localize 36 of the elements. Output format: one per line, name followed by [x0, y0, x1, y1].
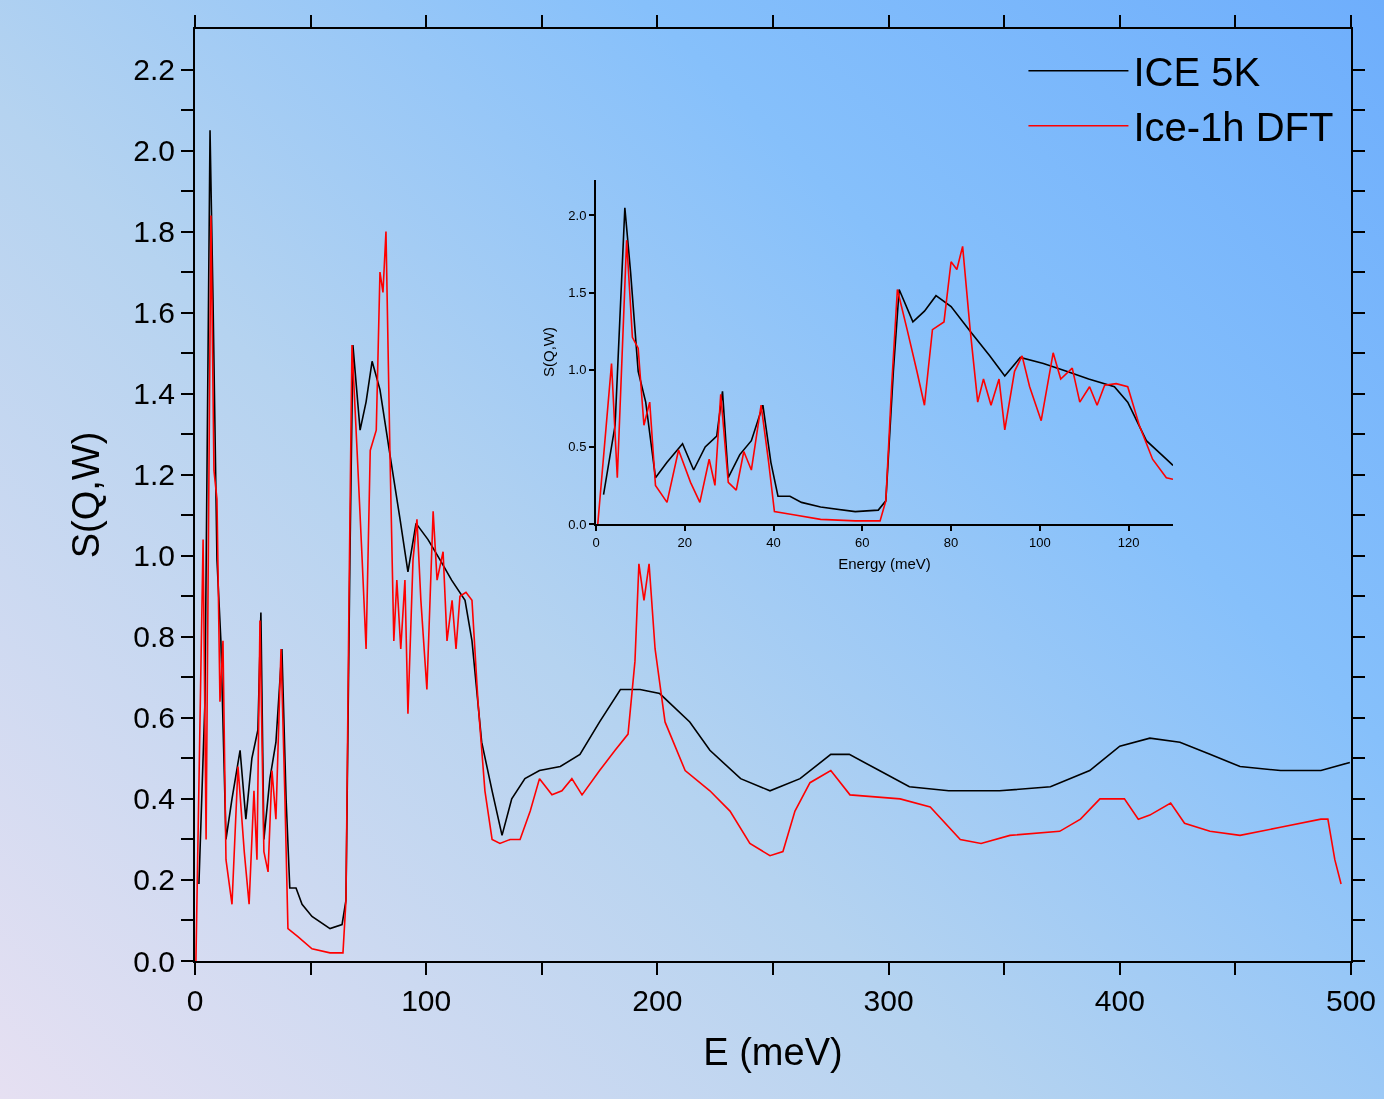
- y-tick-label: 1.2: [133, 458, 175, 492]
- x-tick-label: 20: [677, 534, 692, 550]
- x-axis-title: E (meV): [703, 1030, 843, 1073]
- y-tick-label: 2.0: [568, 208, 587, 224]
- x-tick-label: 80: [943, 534, 959, 550]
- x-tick-label: 300: [863, 984, 914, 1017]
- y-tick-label: 1.0: [568, 362, 587, 378]
- x-tick-label: 200: [632, 984, 683, 1017]
- x-tick-label: 40: [766, 534, 781, 550]
- y-tick-label: 2.2: [133, 53, 175, 87]
- y-axis-title: S(Q,W): [540, 327, 558, 377]
- y-tick-label: 0.8: [133, 620, 175, 654]
- legend-label: Ice-1h DFT: [1133, 105, 1334, 150]
- y-tick-label: 1.6: [133, 296, 175, 330]
- y-tick-label: 1.4: [133, 377, 175, 411]
- y-tick-label: 1.8: [133, 215, 175, 249]
- x-tick-label: 500: [1325, 984, 1377, 1017]
- y-tick-label: 2.0: [133, 134, 175, 168]
- x-tick-label: 0: [592, 534, 600, 550]
- y-axis-title: S(Q,W): [64, 431, 107, 559]
- legend-label: ICE 5K: [1133, 50, 1261, 95]
- y-tick-label: 0.0: [133, 944, 175, 978]
- x-axis-title: Energy (meV): [838, 555, 931, 573]
- y-tick-label: 0.6: [133, 701, 175, 735]
- y-tick-label: 0.5: [568, 439, 587, 455]
- x-tick-label: 0: [186, 984, 204, 1017]
- y-tick-label: 0.4: [133, 782, 175, 816]
- y-tick-label: 0.0: [568, 516, 587, 532]
- x-tick-label: 100: [401, 984, 452, 1017]
- x-tick-label: 60: [855, 534, 870, 550]
- y-tick-label: 1.0: [133, 539, 175, 573]
- x-tick-label: 120: [1117, 534, 1140, 550]
- x-tick-label: 100: [1029, 534, 1051, 550]
- y-tick-label: 0.2: [133, 863, 175, 897]
- y-tick-label: 1.5: [568, 285, 587, 301]
- x-tick-label: 400: [1094, 984, 1145, 1017]
